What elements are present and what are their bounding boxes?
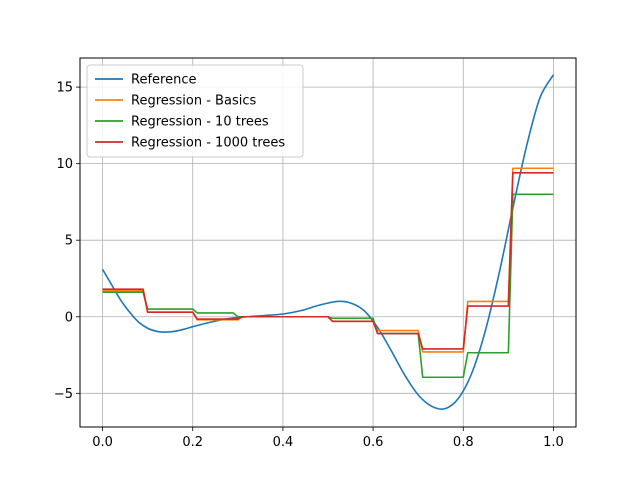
x-tick-label: 0.2: [182, 435, 203, 450]
y-tick-label: 15: [56, 81, 73, 96]
x-tick-label: 0.0: [92, 435, 113, 450]
legend-entry-regression-basics: Regression - Basics: [131, 94, 256, 109]
y-tick-label: −5: [54, 387, 73, 402]
series-line-regression-1000-trees: [102, 172, 554, 350]
x-tick-label: 0.8: [453, 435, 474, 450]
x-tick-label: 0.4: [273, 435, 294, 450]
x-tick-label: 1.0: [543, 435, 564, 450]
legend-entry-regression-1000-trees: Regression - 1000 trees: [131, 136, 285, 151]
series-lines: [101, 74, 555, 410]
x-tick-label: 0.6: [363, 435, 384, 450]
y-tick-label: 5: [65, 234, 73, 249]
legend-entry-regression-10-trees: Regression - 10 trees: [131, 115, 269, 130]
axis-ticks: 0.0 0.2 0.4 0.6 0.8 1.0 −5 0 5 10 15: [54, 81, 564, 450]
y-tick-label: 10: [56, 157, 73, 172]
legend: Reference Regression - Basics Regression -…: [86, 64, 304, 158]
y-tick-label: 0: [65, 310, 73, 325]
legend-entry-reference: Reference: [131, 73, 196, 88]
plot-area-frame: [79, 57, 577, 428]
series-line-regression-10-trees: [102, 193, 554, 379]
series-line-reference: [101, 74, 555, 410]
legend-box: [86, 64, 304, 158]
